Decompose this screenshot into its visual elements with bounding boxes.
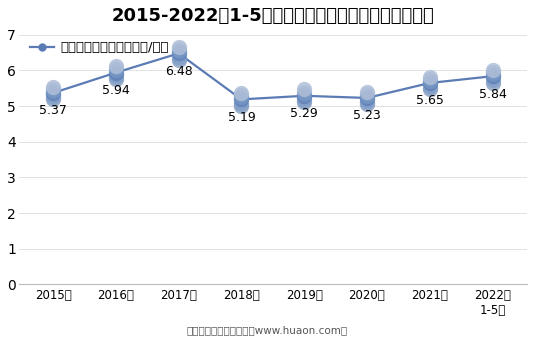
Text: 5.65: 5.65 — [416, 94, 444, 108]
Title: 2015-2022年1-5月郑州商品交易所白糖期货成交均价: 2015-2022年1-5月郑州商品交易所白糖期货成交均价 — [112, 7, 434, 25]
Legend: 白糖期货成交均价（万元/手）: 白糖期货成交均价（万元/手） — [30, 41, 169, 55]
Text: 5.19: 5.19 — [227, 111, 255, 124]
Text: 5.84: 5.84 — [478, 88, 506, 101]
Text: 5.23: 5.23 — [353, 109, 381, 122]
Text: 制图：华经产业研究院（www.huaon.com）: 制图：华经产业研究院（www.huaon.com） — [186, 325, 348, 335]
Text: 5.94: 5.94 — [102, 84, 130, 97]
Text: 6.48: 6.48 — [165, 65, 193, 78]
Text: 5.29: 5.29 — [290, 107, 318, 120]
Text: 5.37: 5.37 — [39, 104, 67, 117]
